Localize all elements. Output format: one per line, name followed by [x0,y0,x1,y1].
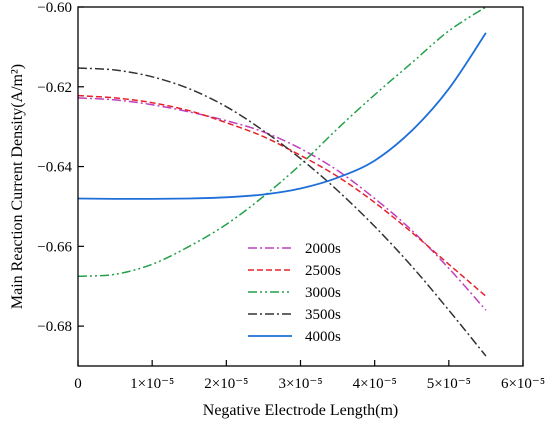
y-tick-label: −0.64 [37,160,72,176]
series-layer [77,6,487,357]
x-tick-label: 4×10⁻⁵ [353,376,397,392]
x-tick-label: 1×10⁻⁵ [130,376,174,392]
plot-frame [77,6,524,367]
series-line-4000s [77,32,487,200]
y-tick-label: −0.66 [37,239,72,255]
series-line-3500s [77,67,487,357]
y-tick-label: −0.68 [37,319,72,335]
legend: 2000s 2500s 3000s 3500s 4000s [248,241,341,345]
series-line-2500s [77,94,487,297]
x-tick-label: 2×10⁻⁵ [204,376,248,392]
x-tick-label: 5×10⁻⁵ [427,376,471,392]
y-tick-label: −0.60 [37,0,72,16]
legend-label: 3000s [305,285,341,301]
x-axis-title: Negative Electrode Length(m) [203,402,398,419]
legend-label: 4000s [305,329,341,345]
x-tick-label: 6×10⁻⁵ [501,376,545,392]
legend-label: 2000s [305,241,341,257]
tick-layer: 0 1×10⁻⁵ 2×10⁻⁵ 3×10⁻⁵ 4×10⁻⁵ 5×10⁻⁵ 6×10⁻⁵ −0.… [37,0,545,392]
legend-label: 3500s [305,307,341,323]
legend-label: 2500s [305,263,341,279]
y-axis-title: Main Reaction Current Density(A/m²) [9,64,26,309]
x-tick-label: 0 [74,376,82,392]
y-tick-label: −0.62 [37,80,72,96]
series-line-2000s [77,97,487,311]
series-line-3000s [77,6,487,278]
x-tick-label: 3×10⁻⁵ [278,376,322,392]
